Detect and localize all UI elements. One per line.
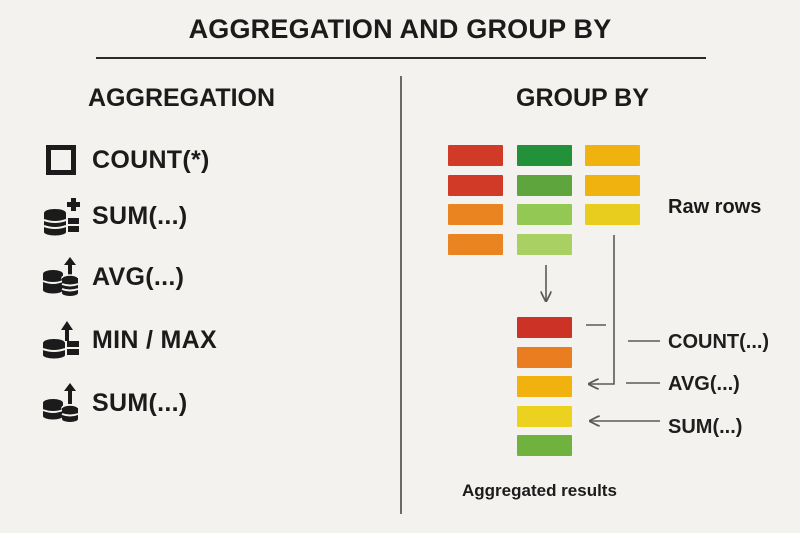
diagram-title: AGGREGATION AND GROUP BY <box>188 14 612 44</box>
raw-rows-label: Raw rows <box>668 196 762 218</box>
panel-divider <box>400 76 402 514</box>
database-stack-arrow-up-icon <box>40 383 82 423</box>
aggregation-item-label: COUNT(*) <box>92 145 210 174</box>
aggregation-item-avg: AVG(...) <box>40 257 184 297</box>
function-label-sum: SUM(...) <box>668 416 743 438</box>
database-stack-arrow-up-icon <box>40 257 82 297</box>
aggregated-result-cell <box>517 376 572 397</box>
aggregated-result-cell <box>517 405 572 427</box>
aggregation-item-min-max: MIN / MAX <box>40 320 217 360</box>
database-plus-icon <box>40 196 82 236</box>
raw-row-cell <box>517 145 572 166</box>
aggregation-item-count: COUNT(*) <box>40 140 210 180</box>
raw-row-cell <box>448 145 503 166</box>
aggregated-result-cell <box>517 435 572 456</box>
raw-row-cell <box>585 204 640 225</box>
aggregation-heading: AGGREGATION <box>88 84 276 112</box>
raw-row-cell <box>517 233 572 255</box>
aggregation-item-sum-2: SUM(...) <box>40 383 187 423</box>
group-by-heading: GROUP BY <box>516 84 649 112</box>
aggregation-item-label: SUM(...) <box>92 201 188 230</box>
aggregation-item-label: AVG(...) <box>92 262 185 291</box>
database-arrow-up-icon <box>40 320 82 360</box>
raw-row-cell <box>448 233 503 255</box>
aggregated-result-cell <box>517 346 572 368</box>
title-underline <box>96 57 706 59</box>
raw-row-cell <box>448 174 503 196</box>
aggregated-result-cell <box>517 317 572 338</box>
raw-row-cell <box>517 174 572 196</box>
raw-row-cell <box>448 204 503 225</box>
aggregation-item-sum: SUM(...) <box>40 196 187 236</box>
aggregation-item-label: MIN / MAX <box>92 325 217 354</box>
aggregated-results-label: Aggregated results <box>462 481 617 500</box>
aggregation-item-label: SUM(...) <box>92 388 188 417</box>
raw-row-cell <box>585 174 640 196</box>
function-label-count: COUNT(...) <box>668 331 770 353</box>
square-outline-icon <box>40 140 82 180</box>
raw-row-cell <box>517 204 572 225</box>
function-label-avg: AVG(...) <box>668 373 740 395</box>
raw-row-cell <box>585 145 640 166</box>
